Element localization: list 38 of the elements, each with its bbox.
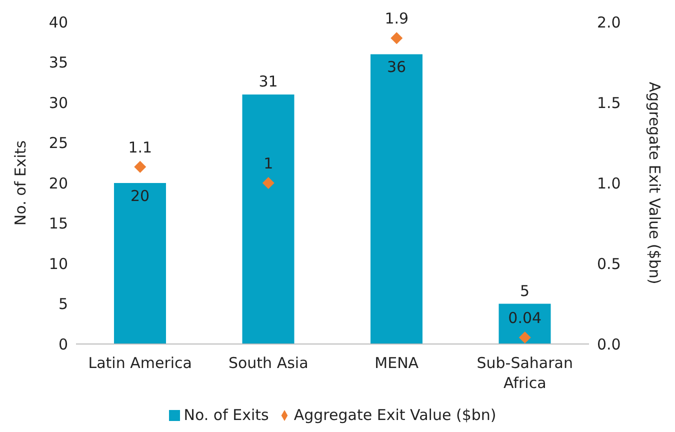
y-tick-label: 35	[48, 54, 68, 72]
data-label: 5	[520, 282, 530, 300]
legend-label: No. of Exits	[184, 406, 269, 424]
y-axis-title: No. of Exits	[11, 140, 30, 226]
y2-tick-label: 1.0	[597, 174, 621, 192]
point	[518, 332, 531, 344]
y-tick-label: 20	[48, 174, 68, 192]
y2-tick-label: 1.5	[597, 94, 621, 112]
data-label: 20	[130, 187, 150, 205]
x-tick-label: Sub-Saharan Africa	[476, 354, 573, 392]
y-tick-label: 5	[58, 295, 68, 314]
bar	[498, 304, 551, 344]
data-label: 1	[264, 154, 274, 172]
x-tick-label: MENA	[374, 354, 420, 372]
point	[390, 32, 403, 44]
point	[262, 177, 274, 189]
y-tick-label: 10	[48, 254, 68, 273]
legend-label: Aggregate Exit Value ($bn)	[294, 406, 496, 424]
data-label: 36	[386, 58, 406, 76]
y2-axis-title: Aggregate Exit Value ($bn)	[646, 82, 664, 284]
bar	[370, 54, 422, 344]
y-tick-label: 0	[58, 335, 68, 354]
x-tick-label: Latin America	[88, 354, 192, 372]
point	[134, 160, 146, 173]
y-tick-label: 25	[48, 134, 68, 152]
y2-tick-label: 0.5	[597, 254, 621, 273]
data-label: 1.1	[128, 138, 152, 156]
bar	[114, 183, 166, 344]
data-label: 31	[258, 72, 278, 90]
x-tick-label: South Asia	[228, 354, 308, 372]
data-label: 0.04	[508, 309, 542, 328]
y-tick-label: 15	[48, 214, 68, 233]
y-tick-label: 40	[48, 13, 68, 32]
data-label: 1.9	[384, 10, 409, 28]
bar	[242, 94, 294, 344]
y2-tick-label: 0.0	[597, 335, 621, 354]
y-tick-label: 30	[48, 94, 68, 112]
y2-tick-label: 2.0	[597, 13, 621, 32]
